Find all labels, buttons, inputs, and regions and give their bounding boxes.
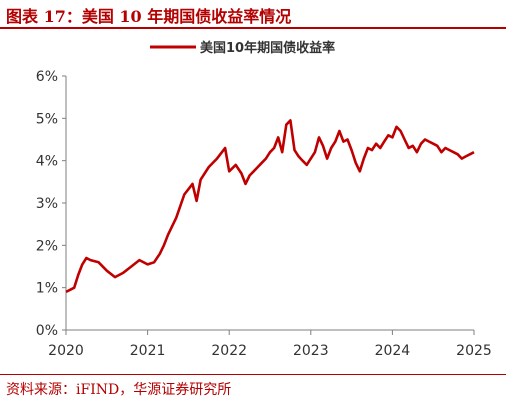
x-tick-label: 2025 bbox=[456, 343, 492, 359]
x-tick-label: 2021 bbox=[130, 343, 166, 359]
legend: 美国10年期国债收益率 bbox=[150, 40, 335, 56]
y-tick-label: 2% bbox=[36, 238, 58, 254]
series-line bbox=[65, 119, 475, 294]
x-tick-label: 2023 bbox=[293, 343, 329, 359]
x-axis-ticks: 2020 2021 2022 2023 2024 2025 bbox=[48, 330, 492, 359]
y-axis-ticks: 0% 1% 2% 3% 4% 5% 6% bbox=[36, 69, 66, 339]
y-tick-label: 0% bbox=[36, 323, 58, 339]
legend-label: 美国10年期国债收益率 bbox=[200, 40, 335, 56]
title-rule bbox=[0, 27, 506, 29]
y-tick-label: 6% bbox=[36, 69, 58, 85]
x-tick-label: 2020 bbox=[48, 343, 84, 359]
axes bbox=[65, 76, 474, 331]
source-rule bbox=[0, 374, 506, 375]
y-tick-label: 1% bbox=[36, 281, 58, 297]
line-chart: 美国10年期国债收益率 0%1%2%3%4%5%6% 2020 2021 2022 2… bbox=[36, 40, 492, 359]
source-note: 资料来源：iFIND，华源证券研究所 bbox=[6, 382, 232, 398]
figure-title: 图表 17：美国 10 年期国债收益率情况 bbox=[6, 7, 292, 26]
y-tick-label: 5% bbox=[36, 111, 58, 127]
x-tick-label: 2022 bbox=[211, 343, 247, 359]
y-tick-label: 4% bbox=[36, 154, 58, 170]
y-tick-label: 3% bbox=[36, 196, 58, 212]
x-tick-label: 2024 bbox=[375, 343, 411, 359]
